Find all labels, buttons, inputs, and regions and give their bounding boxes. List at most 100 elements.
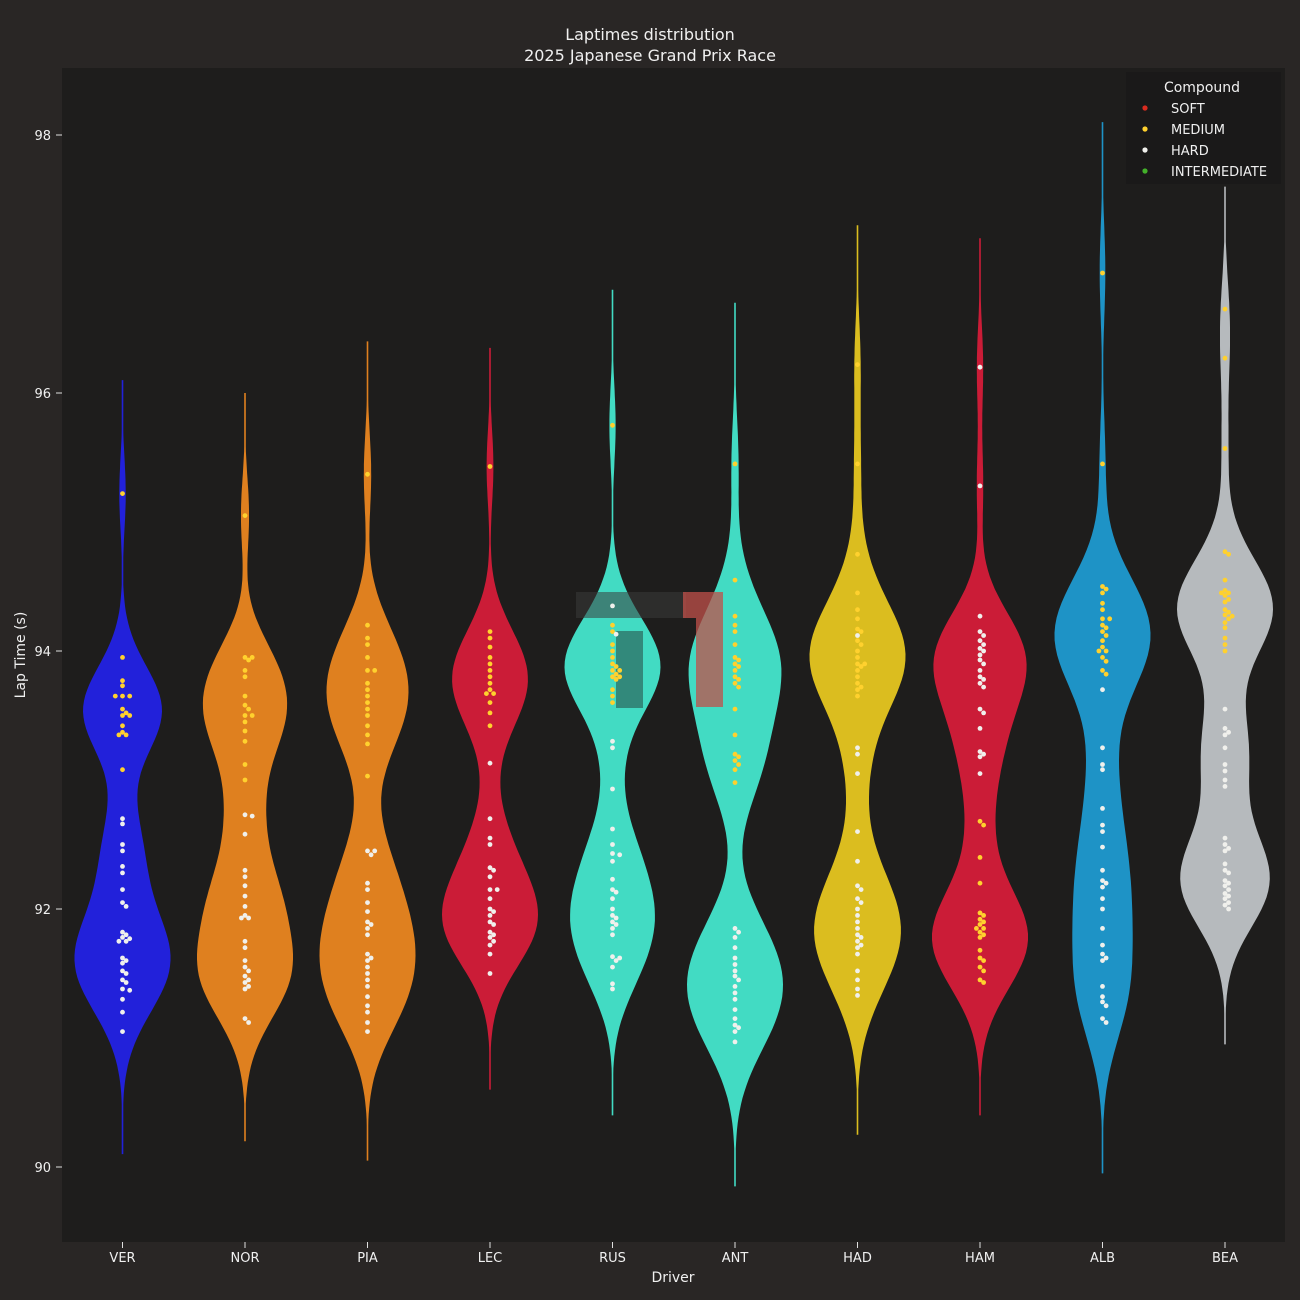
medium-lap-point [487, 635, 493, 641]
medium-lap-point [249, 713, 255, 718]
hard-lap-point [1100, 687, 1105, 693]
medium-lap-point [487, 680, 493, 686]
medium-lap-point [1222, 642, 1228, 647]
hard-lap-point [977, 771, 983, 776]
medium-lap-point [1103, 586, 1109, 592]
violin-ant [687, 302, 783, 1187]
hard-lap-point [610, 738, 615, 744]
hard-lap-point [981, 751, 986, 757]
x-tick-label: NOR [231, 1251, 260, 1266]
hard-lap-point [610, 926, 615, 931]
medium-lap-point [977, 916, 983, 922]
hard-lap-point [977, 657, 983, 663]
y-tick-label: 96 [34, 387, 51, 402]
hard-lap-point [1222, 883, 1228, 889]
hard-lap-point [1100, 926, 1105, 931]
hard-lap-point [494, 887, 500, 892]
violin-pia [319, 341, 416, 1161]
medium-lap-point [974, 926, 979, 931]
x-tick-label: PIA [357, 1251, 378, 1266]
medium-lap-point [1222, 620, 1228, 625]
medium-lap-point [1229, 613, 1235, 619]
hard-lap-point [977, 652, 983, 658]
x-tick-label: RUS [599, 1251, 626, 1266]
medium-lap-point [732, 577, 738, 583]
hard-lap-point [855, 771, 860, 776]
medium-lap-point [977, 855, 983, 860]
medium-lap-point [610, 693, 615, 699]
medium-lap-point [1103, 625, 1109, 631]
hard-lap-point [610, 913, 615, 918]
hard-lap-point [977, 629, 983, 634]
hard-lap-point [487, 887, 493, 892]
hard-lap-point [977, 483, 983, 489]
hard-lap-point [613, 922, 619, 927]
hard-lap-point [1100, 762, 1105, 767]
hard-lap-point [123, 980, 129, 985]
medium-lap-point [127, 693, 133, 699]
hard-lap-point [242, 913, 248, 918]
hard-lap-point [487, 906, 493, 912]
legend-title: Compound [1164, 80, 1240, 96]
hard-lap-point [1222, 745, 1228, 751]
hard-lap-point [855, 633, 860, 638]
hard-lap-point [491, 938, 496, 944]
hard-lap-point [610, 603, 615, 609]
medium-lap-point [112, 693, 118, 699]
hard-lap-point [1222, 848, 1228, 854]
medium-lap-point [610, 655, 615, 660]
hard-lap-point [855, 938, 860, 944]
hard-lap-point [365, 964, 370, 970]
hard-lap-point [365, 951, 370, 957]
hard-lap-point [487, 913, 493, 918]
medium-lap-point [855, 616, 860, 622]
hard-lap-point [610, 964, 615, 970]
hard-lap-point [732, 973, 738, 979]
medium-lap-point [736, 664, 741, 669]
hard-lap-point [487, 865, 493, 871]
x-axis: VER NOR PIA LEC RUS ANT HAD HAM ALB BEA [109, 1242, 1238, 1266]
medium-lap-point [977, 977, 983, 983]
medium-lap-point [1100, 655, 1105, 660]
medium-lap-point [610, 642, 615, 647]
medium-lap-point [613, 671, 619, 677]
medium-lap-point [365, 773, 370, 779]
hard-lap-point [858, 900, 864, 905]
medium-lap-point [610, 674, 615, 680]
hard-lap-point [610, 786, 615, 792]
hard-lap-point [246, 977, 252, 983]
hard-lap-point [242, 986, 248, 992]
medium-lap-point [120, 491, 125, 496]
hard-lap-point [491, 922, 496, 927]
medium-lap-point [242, 728, 248, 734]
medium-lap-point [736, 657, 741, 663]
medium-lap-point [732, 461, 738, 467]
medium-lap-point [855, 661, 860, 667]
medium-lap-point [1222, 588, 1228, 593]
hard-lap-point [365, 994, 370, 1000]
hard-lap-point [123, 958, 129, 963]
medium-lap-point [487, 629, 493, 634]
medium-lap-point [127, 713, 133, 718]
medium-lap-point [855, 590, 860, 596]
hard-lap-point [1100, 878, 1105, 883]
hard-lap-point [368, 955, 374, 961]
medium-lap-point [858, 629, 864, 634]
hard-lap-point [981, 642, 986, 647]
medium-lap-point [120, 729, 125, 735]
medium-lap-point [977, 880, 983, 886]
hard-lap-point [120, 887, 125, 892]
overlay-artifact-grey [576, 592, 686, 618]
hard-lap-point [736, 1025, 741, 1031]
hard-lap-point [1100, 896, 1105, 902]
hard-lap-point [487, 874, 493, 880]
hard-lap-point [732, 962, 738, 967]
medium-lap-point [123, 732, 129, 738]
medium-lap-point [1100, 461, 1105, 467]
x-tick-label: ALB [1090, 1251, 1115, 1266]
medium-lap-point [977, 964, 983, 970]
hard-lap-point [1100, 867, 1105, 873]
legend-label-medium: MEDIUM [1171, 123, 1225, 138]
hard-lap-point [242, 867, 248, 873]
hard-lap-point [977, 749, 983, 754]
